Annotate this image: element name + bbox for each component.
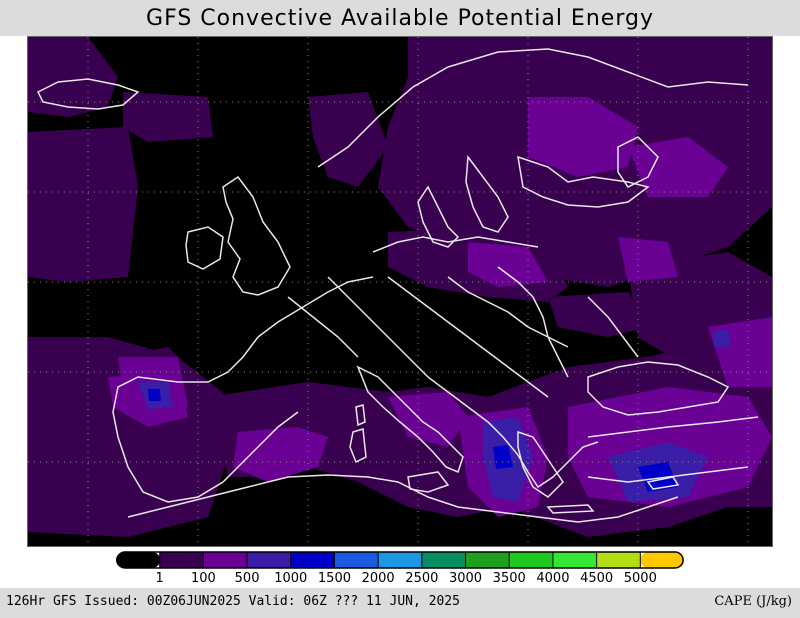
title-bar: GFS Convective Available Potential Energ…	[0, 0, 800, 36]
colorbar-tick-label: 1500	[317, 571, 351, 586]
cape-region-italy-west	[388, 392, 468, 447]
issued-valid-text: 126Hr GFS Issued: 00Z06JUN2025 Valid: 06…	[6, 594, 460, 609]
colorbar-cell	[159, 552, 204, 568]
graticule	[28, 37, 772, 546]
colorbar-labels: 1 100 500 1000 1500 2000 2500 3000 3500 4000 4500 5…	[0, 571, 800, 587]
cape-region-caucasus	[713, 329, 730, 347]
cape-region-scandi-mid	[528, 97, 638, 177]
coastlines	[36, 48, 759, 523]
colorbar-cell	[640, 552, 685, 568]
scandinavia-coast	[317, 48, 749, 248]
cape-region-russia-west	[618, 237, 678, 282]
colorbar-cell	[247, 552, 292, 568]
footer-bar: 126Hr GFS Issued: 00Z06JUN2025 Valid: 06…	[0, 588, 800, 618]
crete-coast	[546, 504, 595, 514]
cape-region-norway-sea	[308, 92, 388, 187]
balkan-coast	[427, 376, 599, 489]
ireland-coast	[185, 226, 224, 270]
colorbar-tick-label: 100	[190, 571, 216, 586]
inland-borders	[287, 266, 639, 398]
colorbar-cell	[421, 552, 467, 568]
colorbar-tick-label: 1	[155, 571, 164, 586]
britain-coast	[222, 175, 291, 296]
colorbar-cell	[465, 552, 510, 568]
colorbar-tick-label: 4000	[536, 571, 570, 586]
turkey-coast	[587, 416, 759, 483]
map-title: GFS Convective Available Potential Energ…	[146, 5, 654, 31]
cape-region-spain-south	[233, 427, 328, 482]
colorbar-cell	[378, 552, 423, 568]
colorbar-tick-label: 4500	[580, 571, 614, 586]
colorbar-cell	[290, 552, 335, 568]
colorbar-tick-label: 3500	[492, 571, 526, 586]
colorbar-cell	[552, 552, 598, 568]
black-sea-coast	[587, 361, 730, 416]
cape-region-ionian-peak	[493, 445, 513, 469]
cape-region-atlantic-west	[28, 127, 138, 282]
colorbar	[116, 551, 685, 569]
iceland-coast	[36, 78, 140, 110]
baltic-south-coast	[372, 236, 539, 253]
colorbar-cell	[203, 552, 248, 568]
colorbar-tick-label: 2500	[405, 571, 439, 586]
colorbar-tick-label: 1000	[274, 571, 308, 586]
colorbar-tick-label: 500	[234, 571, 260, 586]
cape-region-iceland-sea	[123, 92, 213, 142]
colorbar-cell	[116, 552, 161, 568]
colorbar-tick-label: 5000	[623, 571, 657, 586]
colorbar-cell	[596, 552, 641, 568]
sardinia-coast	[349, 428, 367, 464]
cape-field	[28, 37, 772, 537]
europe-west-coast	[257, 276, 374, 338]
cape-region-ukraine	[548, 292, 648, 337]
cape-map	[27, 36, 773, 547]
colorbar-cell	[334, 552, 379, 568]
cape-region-levant	[638, 462, 678, 492]
colorbar-cell	[509, 552, 554, 568]
italy-coast	[356, 365, 464, 474]
france-iberia-coast	[112, 336, 299, 503]
cape-region-atlantic-peak	[148, 389, 161, 401]
cyprus-coast	[646, 476, 680, 490]
corsica-coast	[355, 404, 366, 427]
colorbar-tick-label: 2000	[361, 571, 395, 586]
greece-coast	[517, 430, 564, 498]
africa-coast	[127, 474, 679, 523]
finland-coast	[517, 155, 650, 208]
unit-label: CAPE (J/kg)	[714, 594, 792, 609]
colorbar-tick-label: 3000	[448, 571, 483, 586]
cape-region-north-atlantic	[28, 37, 118, 117]
